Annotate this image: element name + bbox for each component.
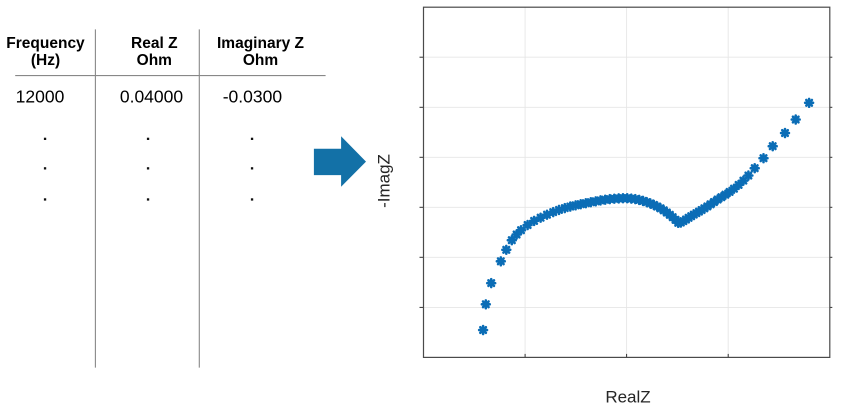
svg-text:12000: 12000 [16, 87, 65, 107]
svg-text:Ohm: Ohm [243, 52, 278, 69]
svg-text:(Hz): (Hz) [31, 52, 60, 69]
svg-text:Frequency: Frequency [6, 35, 85, 52]
svg-text:Imaginary Z: Imaginary Z [217, 35, 305, 52]
svg-text:Ohm: Ohm [137, 52, 172, 69]
svg-text:-0.0300: -0.0300 [223, 87, 283, 107]
svg-text:RealZ: RealZ [605, 387, 650, 406]
svg-text:-ImagZ: -ImagZ [375, 154, 394, 208]
svg-text:0.04000: 0.04000 [120, 87, 184, 107]
svg-text:Real Z: Real Z [131, 35, 178, 52]
